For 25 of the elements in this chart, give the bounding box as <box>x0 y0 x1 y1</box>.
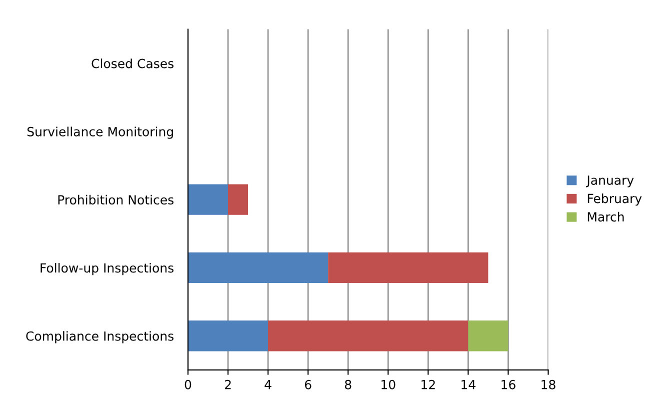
x-tick-label: 4 <box>264 380 272 390</box>
bar <box>328 252 488 284</box>
y-tick-label: Compliance Inspections <box>26 331 174 344</box>
bar <box>228 184 248 215</box>
y-tick-label: Surviellance Monitoring <box>27 126 173 139</box>
y-tick-label: Closed Cases <box>92 58 174 68</box>
bar <box>188 184 228 215</box>
x-tick-label: 12 <box>422 380 435 390</box>
x-tick-label: 18 <box>542 380 556 390</box>
bar <box>188 252 328 284</box>
y-tick-label: Prohibition Notices <box>58 194 174 205</box>
x-tick-label: 8 <box>344 380 352 390</box>
x-tick-label: 14 <box>462 380 476 390</box>
bar <box>188 320 268 352</box>
x-tick-label: 10 <box>382 380 396 390</box>
bar <box>468 320 508 352</box>
legend-label: February <box>588 194 642 206</box>
legend-label: January <box>586 176 634 188</box>
legend-label: March <box>588 212 624 222</box>
x-tick-label: 0 <box>184 380 192 390</box>
x-tick-label: 6 <box>304 380 312 390</box>
x-tick-label: 2 <box>224 380 231 390</box>
x-tick-label: 16 <box>502 380 516 390</box>
bar <box>268 320 468 352</box>
y-tick-label: Follow-up Inspections <box>40 262 174 276</box>
